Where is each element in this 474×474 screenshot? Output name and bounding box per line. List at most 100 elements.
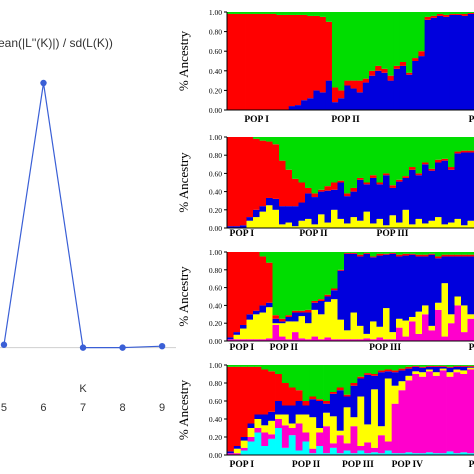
- ancestry-bar: [254, 365, 262, 455]
- ancestry-bar: [240, 365, 248, 455]
- ancestry-segment: [259, 312, 267, 340]
- ancestry-segment: [323, 401, 331, 404]
- ancestry-segment: [428, 330, 436, 341]
- ancestry-segment: [399, 65, 407, 110]
- ancestry-segment: [409, 224, 416, 228]
- ancestry-segment: [301, 12, 308, 15]
- ancestry-segment: [309, 399, 317, 418]
- ancestry-segment: [281, 383, 290, 406]
- ancestry-segment: [432, 366, 441, 373]
- ancestry-segment: [398, 368, 406, 371]
- ancestry-segment: [363, 333, 371, 339]
- ancestry-segment: [371, 447, 379, 453]
- ancestry-bar: [266, 252, 273, 341]
- line-chart-title: ean(|L''(K)|) / sd(L(K)): [0, 36, 113, 50]
- ancestry-segment: [285, 137, 293, 170]
- ancestry-bar: [240, 252, 247, 341]
- ancestry-segment: [246, 137, 254, 218]
- ancestry-segment: [454, 296, 462, 306]
- ancestry-segment: [439, 365, 447, 366]
- ancestry-segment: [325, 80, 333, 110]
- ancestry-segment: [298, 312, 306, 317]
- ancestry-segment: [344, 137, 351, 194]
- ancestry-segment: [318, 252, 325, 300]
- ancestry-bar: [331, 12, 339, 110]
- ancestry-segment: [331, 209, 338, 228]
- ancestry-segment: [292, 206, 299, 227]
- ancestry-segment: [331, 299, 338, 340]
- ancestry-segment: [460, 365, 468, 366]
- ancestry-segment: [398, 453, 406, 455]
- ancestry-segment: [409, 137, 416, 168]
- ancestry-segment: [467, 152, 474, 221]
- population-label: POP II: [292, 460, 321, 470]
- ancestry-segment: [415, 137, 423, 174]
- ancestry-bar: [323, 365, 331, 455]
- ancestry-bar: [259, 137, 267, 228]
- ancestry-segment: [389, 215, 397, 228]
- ancestry-segment: [329, 393, 338, 417]
- ancestry-segment: [375, 70, 382, 110]
- ancestry-segment: [233, 334, 241, 340]
- ancestry-segment: [324, 186, 332, 191]
- ancestry-segment: [313, 12, 321, 16]
- ancestry-segment: [363, 338, 371, 341]
- ancestry-segment: [257, 12, 265, 14]
- ancestry-bar: [282, 12, 290, 110]
- structure-panel-2: 1.00 0.80 0.60 0.40 0.20 0.00 % Ancestry POP I P…: [176, 133, 474, 239]
- ancestry-segment: [285, 252, 293, 316]
- ancestry-segment: [305, 137, 312, 188]
- y-tick-label: 0.60: [209, 397, 222, 406]
- ancestry-segment: [285, 315, 293, 317]
- ancestry-segment: [316, 432, 324, 446]
- ancestry-segment: [318, 214, 325, 228]
- ancestry-segment: [261, 432, 269, 446]
- ancestry-bar: [337, 252, 345, 341]
- ancestry-bar: [412, 365, 420, 455]
- ancestry-segment: [336, 430, 345, 436]
- ancestry-bar: [467, 252, 474, 341]
- x-tick-label: 6: [40, 402, 46, 414]
- ancestry-segment: [268, 411, 276, 421]
- ancestry-segment: [246, 314, 254, 320]
- ancestry-bar: [272, 137, 280, 228]
- ancestry-segment: [343, 450, 351, 455]
- ancestry-segment: [239, 12, 246, 14]
- ancestry-segment: [336, 435, 345, 454]
- ancestry-segment: [383, 175, 390, 226]
- ancestry-segment: [350, 426, 358, 454]
- ancestry-segment: [350, 453, 358, 455]
- ancestry-segment: [285, 321, 293, 340]
- ancestry-segment: [288, 106, 296, 110]
- ancestry-segment: [357, 254, 364, 257]
- ancestry-bar: [336, 365, 345, 455]
- ancestry-segment: [375, 65, 382, 71]
- ancestry-segment: [425, 365, 434, 367]
- ancestry-segment: [233, 13, 240, 111]
- ancestry-segment: [384, 378, 393, 442]
- ancestry-segment: [356, 92, 364, 110]
- ancestry-bar: [461, 137, 468, 228]
- ancestry-segment: [357, 339, 364, 341]
- ancestry-segment: [415, 252, 423, 255]
- ancestry-segment: [439, 368, 447, 371]
- ancestry-segment: [292, 178, 299, 207]
- ancestry-bar: [298, 252, 306, 341]
- ancestry-segment: [441, 137, 449, 159]
- ancestry-segment: [364, 424, 372, 443]
- ancestry-segment: [253, 252, 260, 311]
- ancestry-segment: [305, 323, 312, 340]
- ancestry-bar: [288, 12, 296, 110]
- ancestry-segment: [329, 447, 338, 455]
- ancestry-segment: [362, 82, 370, 110]
- ancestry-segment: [331, 252, 338, 289]
- ancestry-segment: [294, 14, 302, 106]
- ancestry-segment: [402, 176, 410, 178]
- ancestry-bar: [443, 12, 450, 110]
- ancestry-bar: [422, 252, 429, 341]
- ancestry-bar: [461, 12, 469, 111]
- ancestry-segment: [376, 337, 384, 341]
- ancestry-segment: [412, 365, 420, 367]
- ancestry-segment: [227, 337, 234, 340]
- ancestry-segment: [279, 336, 286, 341]
